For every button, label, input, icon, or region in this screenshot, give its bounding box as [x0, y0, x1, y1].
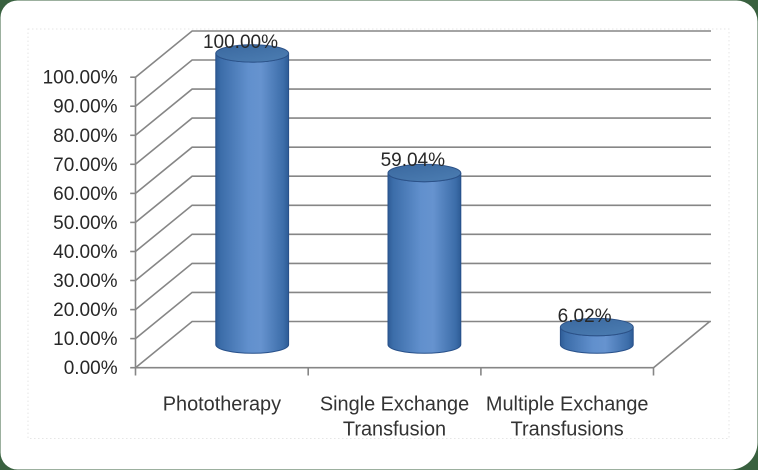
svg-text:Phototherapy: Phototherapy [163, 393, 281, 415]
svg-text:20.00%: 20.00% [53, 300, 118, 321]
svg-text:70.00%: 70.00% [53, 155, 118, 176]
svg-text:60.00%: 60.00% [53, 184, 118, 205]
svg-text:0.00%: 0.00% [64, 358, 118, 379]
svg-text:40.00%: 40.00% [53, 242, 118, 263]
svg-text:10.00%: 10.00% [53, 329, 118, 350]
svg-text:50.00%: 50.00% [53, 213, 118, 234]
svg-text:Multiple Exchange: Multiple Exchange [486, 393, 649, 415]
svg-text:80.00%: 80.00% [53, 126, 118, 147]
svg-text:Transfusion: Transfusion [343, 419, 446, 441]
svg-text:6.02%: 6.02% [558, 306, 612, 327]
svg-text:59.04%: 59.04% [381, 150, 446, 171]
svg-text:100.00%: 100.00% [43, 68, 118, 89]
svg-text:Transfusions: Transfusions [511, 419, 624, 441]
svg-text:90.00%: 90.00% [53, 97, 118, 118]
svg-text:100.00%: 100.00% [203, 32, 278, 53]
svg-text:Single Exchange: Single Exchange [320, 393, 469, 415]
svg-text:30.00%: 30.00% [53, 271, 118, 292]
